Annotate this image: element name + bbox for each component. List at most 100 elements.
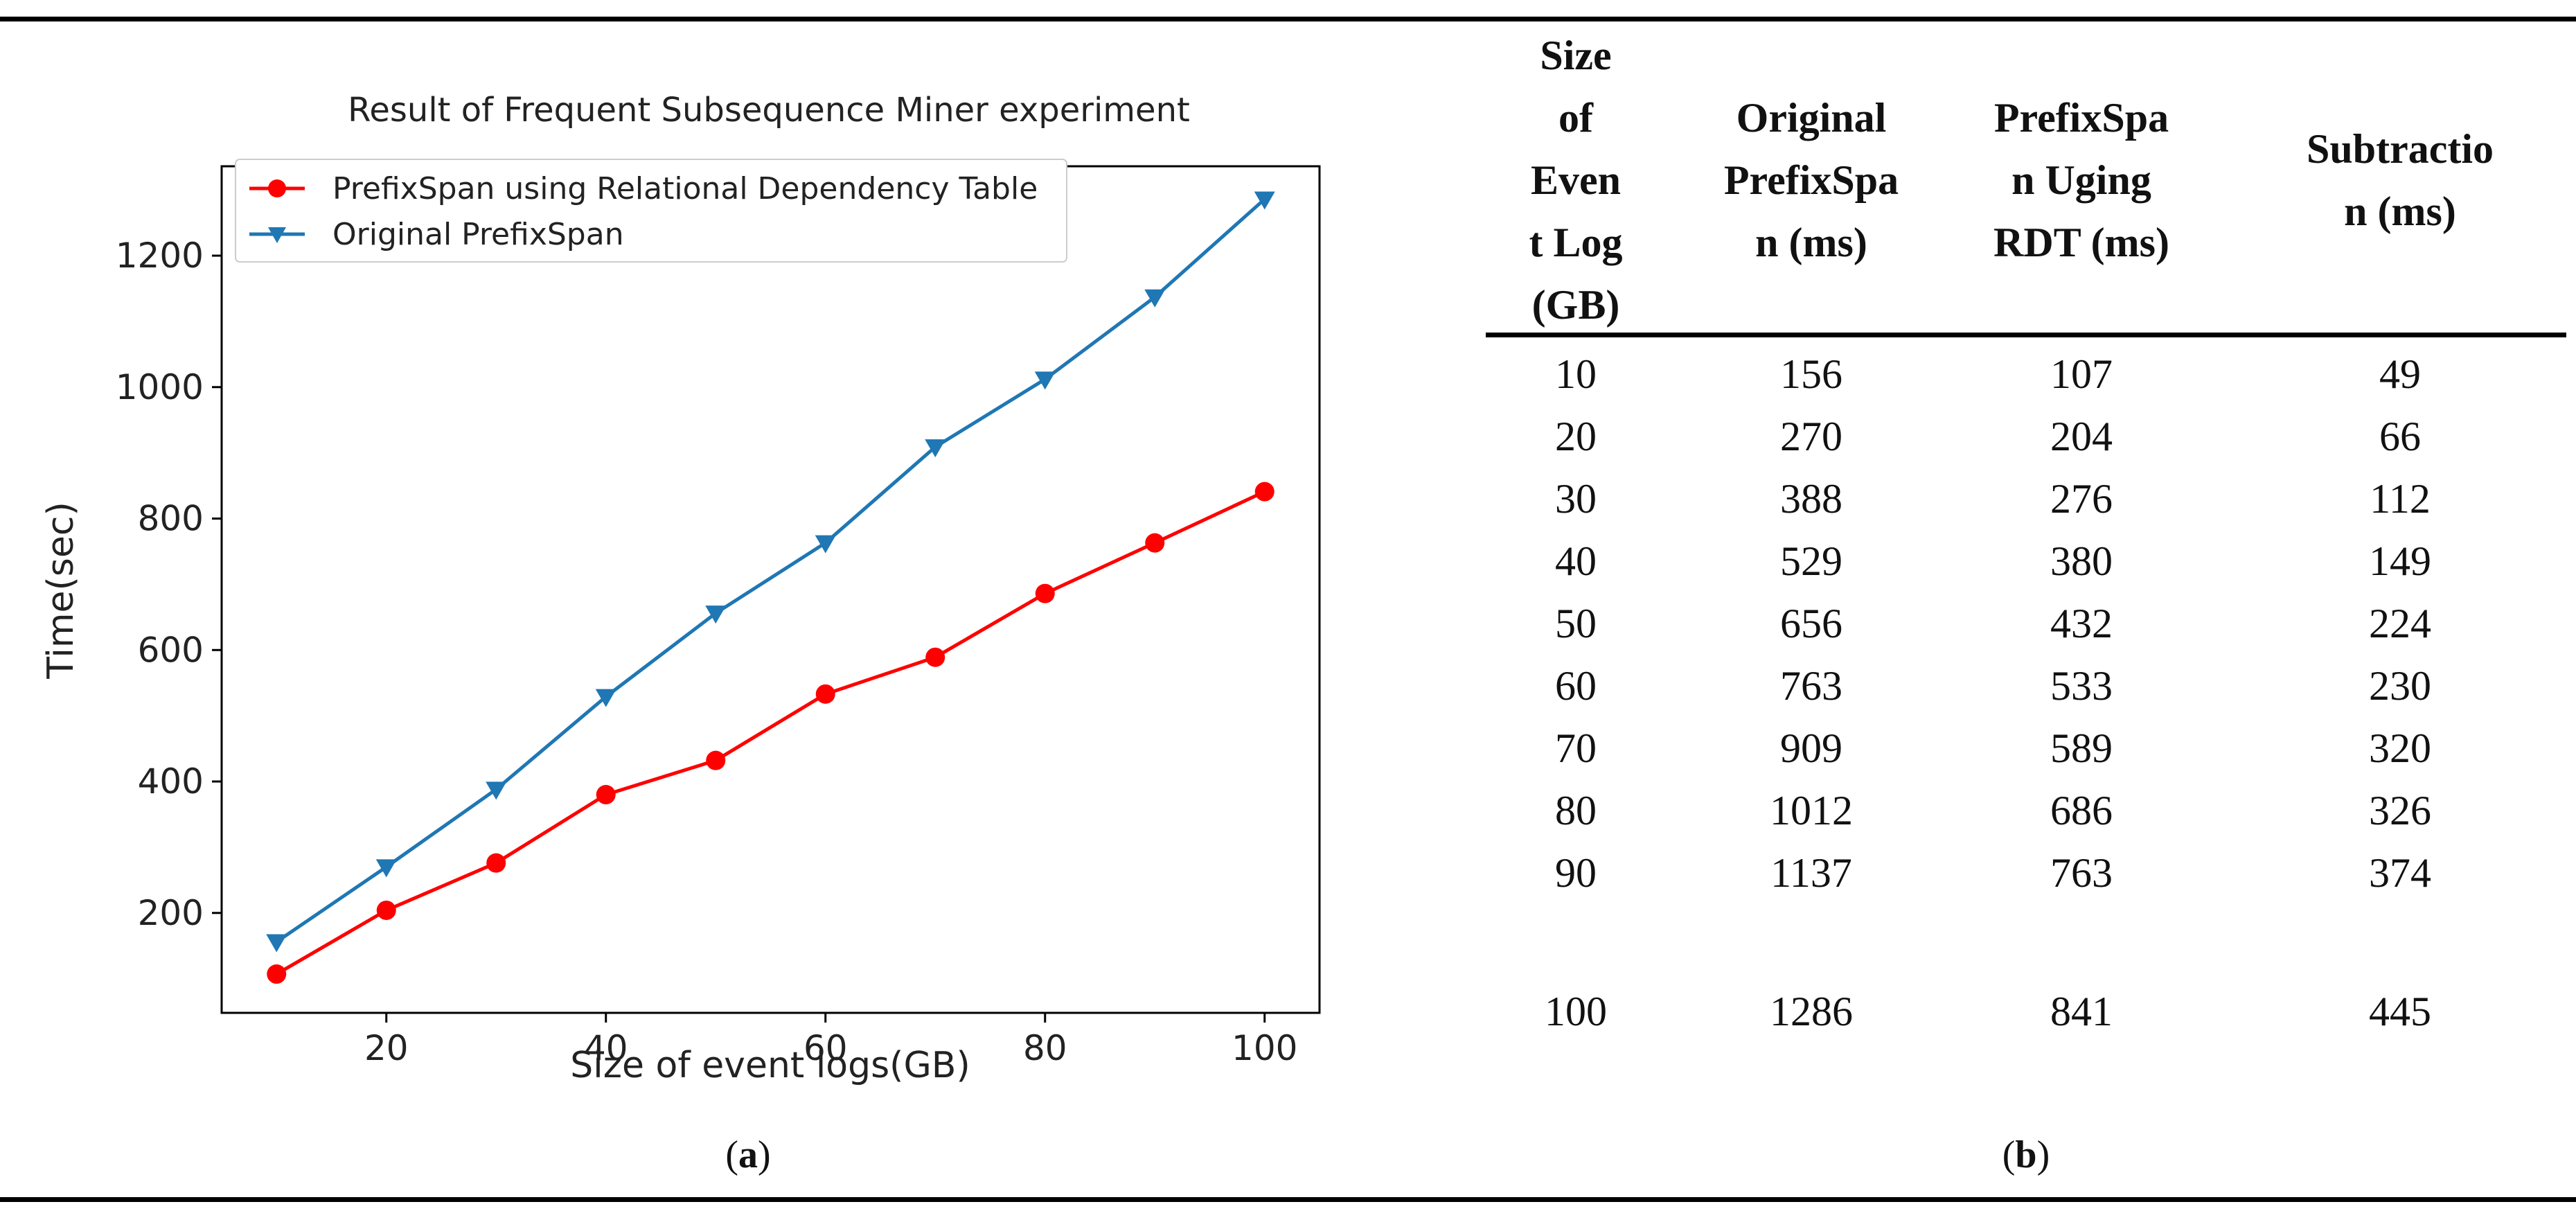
table-row: 100 1286 841 445 [1486, 980, 2566, 1043]
table-row: 20 270 204 66 [1486, 405, 2566, 468]
table-cell: 40 [1555, 538, 1597, 584]
legend: PrefixSpan using Relational Dependency T… [235, 159, 1067, 263]
table-cell: 49 [2379, 351, 2421, 397]
header-line: n (ms) [1755, 220, 1867, 265]
data-point [267, 964, 287, 984]
table-cell: 270 [1780, 414, 1842, 459]
y-tick-label: 1000 [116, 367, 204, 407]
series-layer [266, 191, 1275, 984]
table-header: Size of Even t Log (GB) Original PrefixS… [1486, 28, 2566, 333]
table-cell: 230 [2369, 663, 2431, 709]
table-cell: 224 [2369, 601, 2431, 646]
series-line [275, 490, 1265, 976]
x-tick-label: 80 [1023, 1028, 1067, 1068]
table-row: 80 1012 686 326 [1486, 779, 2566, 842]
data-point [1035, 583, 1055, 603]
table-row: 90 1137 763 374 [1486, 842, 2566, 904]
header-line: RDT (ms) [1993, 220, 2169, 265]
table-cell: 529 [1780, 538, 1842, 584]
series-original-prefixspan [266, 191, 1275, 953]
table-cell: 1137 [1770, 850, 1852, 896]
caption-b-letter: b [2015, 1133, 2037, 1176]
header-line: n (ms) [2344, 188, 2456, 234]
header-subtraction: Subtractio n (ms) [2262, 28, 2539, 333]
data-point [1144, 289, 1166, 308]
data-point [375, 859, 397, 878]
table-cell: 20 [1555, 414, 1597, 459]
table-cell: 66 [2379, 414, 2421, 459]
x-axis-label: Size of event logs(GB) [570, 1045, 970, 1086]
x-tick-label: 60 [803, 1028, 848, 1068]
header-line: n Uging [2011, 157, 2151, 203]
header-rule [1486, 333, 2566, 337]
x-tick-label: 100 [1232, 1028, 1297, 1068]
y-tick-label: 400 [138, 761, 204, 802]
table-row: 30 388 276 112 [1486, 468, 2566, 530]
table-cell: 841 [2050, 989, 2113, 1034]
table-row: 60 763 533 230 [1486, 655, 2566, 717]
table-cell: 107 [2050, 351, 2113, 397]
table-cell: 380 [2050, 538, 2113, 584]
y-axis-label: Time(sec) [40, 502, 82, 680]
legend-marker-blue [268, 227, 286, 243]
legend-label-blue: Original PrefixSpan [332, 217, 624, 252]
header-line: of [1558, 95, 1593, 141]
caption-b: (b) [2002, 1133, 2050, 1176]
header-rdt: PrefixSpa n Uging RDT (ms) [1964, 28, 2199, 333]
table-cell: 30 [1555, 476, 1597, 522]
table-row: 10 156 107 49 [1486, 343, 2566, 405]
legend-marker-red [268, 179, 286, 197]
series-line [275, 197, 1266, 944]
data-point [595, 689, 616, 707]
data-point [376, 900, 396, 920]
table-cell: 60 [1555, 663, 1597, 709]
legend-box [235, 159, 1067, 263]
y-tick-label: 600 [138, 630, 204, 670]
table-cell: 204 [2050, 414, 2113, 459]
table-cell: 763 [1780, 663, 1842, 709]
data-point [486, 781, 507, 800]
table-row: 50 656 432 224 [1486, 592, 2566, 655]
caption-a-letter: a [738, 1133, 758, 1176]
table-cell: 90 [1555, 850, 1597, 896]
table-cell: 320 [2369, 725, 2431, 771]
table-cell: 374 [2369, 850, 2431, 896]
x-tick-label: 40 [584, 1028, 628, 1068]
table-cell: 276 [2050, 476, 2113, 522]
data-point [1254, 481, 1274, 502]
table-cell: 763 [2050, 850, 2113, 896]
x-tick-label: 20 [364, 1028, 409, 1068]
header-line: PrefixSpa [1993, 95, 2169, 141]
header-line: Size [1540, 33, 1612, 78]
table-cell: 909 [1780, 725, 1842, 771]
data-point [1034, 371, 1056, 390]
data-point [266, 934, 287, 953]
results-table: Size of Even t Log (GB) Original PrefixS… [1486, 28, 2566, 1034]
table-cell: 445 [2369, 989, 2431, 1034]
caption-a: (a) [725, 1133, 771, 1176]
table-cell: 50 [1555, 601, 1597, 646]
data-point [925, 647, 945, 667]
data-point [706, 750, 726, 770]
bottom-rule [0, 1197, 2576, 1202]
header-line: PrefixSpa [1723, 157, 1899, 203]
legend-label-red: PrefixSpan using Relational Dependency T… [332, 171, 1038, 206]
header-size: Size of Even t Log (GB) [1486, 28, 1666, 333]
table-cell: 149 [2369, 538, 2431, 584]
header-line: Even [1530, 157, 1622, 203]
chart-title: Result of Frequent Subsequence Miner exp… [348, 91, 1190, 130]
header-line: (GB) [1531, 282, 1620, 328]
header-line: Original [1736, 95, 1887, 141]
table-cell: 432 [2050, 601, 2113, 646]
data-point [925, 439, 946, 458]
table-cell: 326 [2369, 788, 2431, 833]
axes: 20 40 60 80 100 200 400 600 800 1000 1200 [116, 236, 1298, 1068]
table-cell: 686 [2050, 788, 2113, 833]
y-tick-label: 1200 [116, 236, 204, 276]
table-cell: 100 [1545, 989, 1607, 1034]
table-cell: 80 [1555, 788, 1597, 833]
table-row: 70 909 589 320 [1486, 717, 2566, 779]
top-rule [0, 17, 2576, 21]
table-cell: 533 [2050, 663, 2113, 709]
data-point [815, 684, 835, 704]
